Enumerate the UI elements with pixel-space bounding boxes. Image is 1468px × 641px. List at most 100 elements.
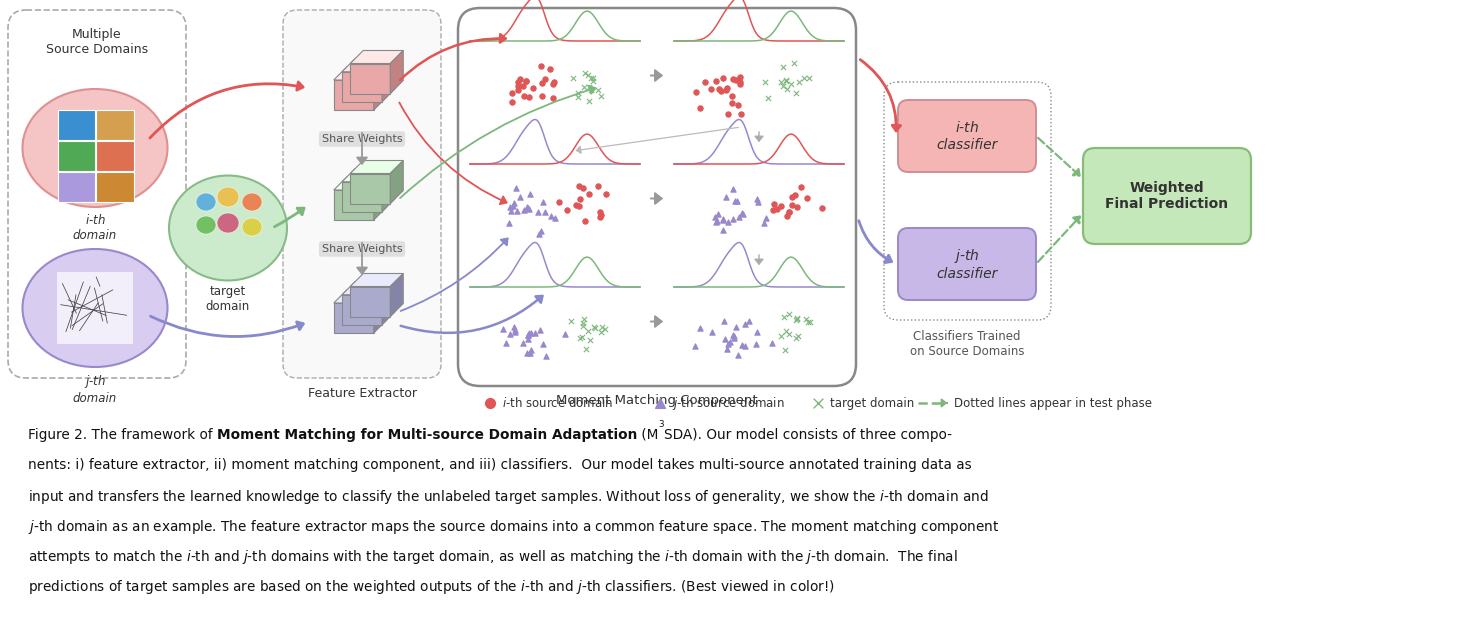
Point	[586, 181, 609, 192]
Point	[573, 82, 596, 92]
Bar	[59, 172, 95, 202]
Point	[502, 322, 526, 333]
Ellipse shape	[169, 176, 288, 281]
Point	[564, 199, 587, 210]
Point	[718, 337, 741, 347]
Point	[785, 315, 809, 325]
Point	[578, 96, 602, 106]
Point	[796, 193, 819, 203]
Point	[577, 189, 600, 199]
Point	[711, 73, 734, 83]
Point	[721, 91, 744, 101]
Point	[785, 88, 809, 99]
Polygon shape	[342, 72, 382, 102]
Point	[508, 192, 531, 203]
Point	[787, 76, 810, 87]
Point	[506, 85, 530, 96]
Point	[501, 97, 524, 108]
Point	[511, 338, 534, 348]
Point	[771, 81, 794, 91]
Text: attempts to match the $i$-th and $j$-th domains with the target domain, as well : attempts to match the $i$-th and $j$-th …	[28, 548, 957, 566]
Polygon shape	[374, 67, 386, 110]
Point	[527, 229, 550, 239]
Polygon shape	[333, 303, 374, 333]
Polygon shape	[333, 80, 374, 110]
Point	[775, 326, 799, 336]
Point	[752, 218, 775, 228]
Point	[716, 109, 740, 119]
Point	[746, 197, 769, 207]
Point	[772, 312, 796, 322]
Point	[521, 83, 545, 93]
Point	[555, 205, 578, 215]
Ellipse shape	[217, 187, 239, 207]
Text: target
domain: target domain	[206, 285, 250, 313]
FancyBboxPatch shape	[1083, 148, 1251, 244]
Point	[517, 330, 540, 340]
Point	[517, 330, 540, 340]
Text: input and transfers the learned knowledge to classify the unlabeled target sampl: input and transfers the learned knowledg…	[28, 488, 988, 506]
Point	[706, 215, 730, 226]
Polygon shape	[351, 174, 390, 203]
Point	[561, 73, 584, 83]
Point	[530, 78, 553, 88]
Ellipse shape	[197, 216, 216, 234]
Point	[517, 328, 540, 338]
Point	[799, 317, 822, 327]
Point	[578, 72, 602, 83]
Point	[578, 85, 602, 95]
Polygon shape	[351, 63, 390, 94]
Point	[756, 93, 780, 103]
Ellipse shape	[22, 89, 167, 207]
Point	[565, 88, 589, 98]
Point	[780, 192, 803, 203]
Point	[590, 90, 614, 101]
Point	[712, 316, 735, 326]
Point	[705, 76, 728, 86]
Point	[584, 323, 608, 333]
Point	[518, 348, 542, 358]
Point	[499, 206, 523, 217]
Point	[797, 73, 821, 83]
Point	[512, 91, 536, 101]
Point	[722, 331, 746, 342]
Point	[705, 217, 728, 228]
Point	[711, 214, 734, 224]
Point	[531, 339, 555, 349]
Polygon shape	[382, 282, 395, 325]
Point	[727, 99, 750, 110]
Point	[760, 338, 784, 348]
Point	[578, 335, 602, 345]
Point	[769, 77, 793, 87]
Point	[771, 62, 794, 72]
Text: $j$-th domain as an example. The feature extractor maps the source domains into : $j$-th domain as an example. The feature…	[28, 518, 1000, 536]
Point	[785, 312, 809, 322]
Point	[782, 190, 806, 200]
Point	[531, 197, 555, 207]
Point	[797, 317, 821, 328]
Point	[728, 79, 752, 89]
Point	[590, 321, 614, 331]
Point	[721, 183, 744, 194]
Point	[589, 212, 612, 222]
Point	[649, 398, 672, 408]
Point	[559, 315, 583, 326]
Point	[573, 216, 596, 226]
Point	[785, 314, 809, 324]
Point	[730, 208, 753, 218]
Point	[539, 63, 562, 74]
Text: Share Weights: Share Weights	[321, 244, 402, 254]
Ellipse shape	[217, 213, 239, 233]
Bar	[59, 110, 95, 140]
Point	[575, 70, 599, 80]
Point	[479, 398, 502, 408]
Text: predictions of target samples are based on the weighted outputs of the $i$-th an: predictions of target samples are based …	[28, 578, 835, 596]
Point	[790, 181, 813, 192]
Point	[589, 210, 612, 220]
Point	[721, 74, 744, 84]
Point	[542, 93, 565, 103]
Point	[514, 76, 537, 87]
Point	[722, 329, 746, 340]
Point	[703, 212, 727, 222]
Text: Classifiers Trained
on Source Domains: Classifiers Trained on Source Domains	[910, 330, 1025, 358]
